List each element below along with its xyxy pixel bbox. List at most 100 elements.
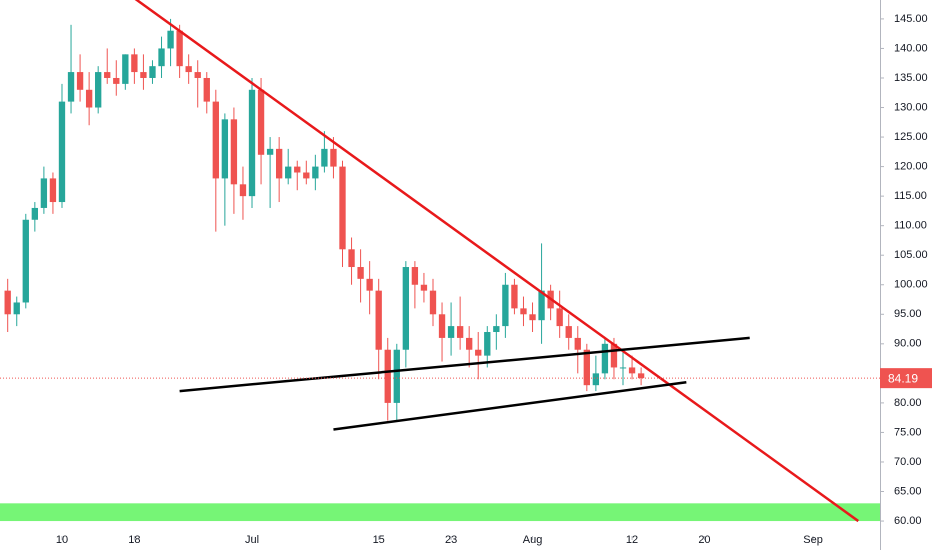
y-tick-label: 80.00 xyxy=(894,397,922,409)
trendline xyxy=(134,0,860,523)
candle-body xyxy=(257,89,265,155)
candle-body xyxy=(556,308,563,327)
candle-body xyxy=(203,77,210,102)
candle-body xyxy=(475,349,482,356)
candle-body xyxy=(601,343,609,374)
candle-body xyxy=(484,332,491,356)
x-tick-label: Aug xyxy=(523,534,543,546)
candle-body xyxy=(230,119,238,185)
candle-body xyxy=(429,290,437,315)
candle-body xyxy=(285,166,292,179)
y-tick-label: 145.00 xyxy=(894,13,928,25)
candle-body xyxy=(583,349,590,386)
candle-body xyxy=(131,54,138,73)
candle-body xyxy=(31,207,39,220)
candle-body xyxy=(502,284,509,327)
y-tick-label: 135.00 xyxy=(894,72,928,84)
candle-body xyxy=(375,290,382,350)
x-tick-label: 20 xyxy=(698,534,710,546)
candle-body xyxy=(321,148,328,167)
candle-body xyxy=(113,77,120,84)
candle-body xyxy=(248,89,256,197)
candle-body xyxy=(393,349,400,403)
candle-body xyxy=(67,72,75,102)
candle-body xyxy=(592,373,600,386)
candle-body xyxy=(303,172,310,179)
candle-body xyxy=(357,267,364,279)
y-tick-label: 70.00 xyxy=(894,456,922,468)
last-price-label: 84.19 xyxy=(888,371,918,385)
candle-body xyxy=(456,326,464,338)
candle-body xyxy=(330,148,337,167)
candle-body xyxy=(366,278,373,291)
candle-body xyxy=(438,314,446,338)
y-tick-label: 95.00 xyxy=(894,308,922,320)
candle-body xyxy=(384,349,391,403)
candle-body xyxy=(619,367,627,369)
candle-body xyxy=(312,166,319,179)
candle-body xyxy=(520,308,527,315)
candle-body xyxy=(176,30,183,67)
candle-body xyxy=(466,337,473,350)
candle-body xyxy=(158,48,165,67)
x-tick-label: 18 xyxy=(128,534,140,546)
candle-body xyxy=(574,337,581,350)
y-tick-label: 140.00 xyxy=(894,42,928,54)
support-zone xyxy=(0,503,880,522)
candle-body xyxy=(411,267,419,285)
x-tick-label: 10 xyxy=(56,534,68,546)
candle-body xyxy=(565,326,572,338)
candle-body xyxy=(85,89,93,108)
x-tick-label: 15 xyxy=(373,534,385,546)
candle-body xyxy=(167,30,174,49)
candle-body xyxy=(185,66,192,73)
candle-body xyxy=(538,290,545,321)
candle-body xyxy=(13,302,20,315)
x-tick-label: Sep xyxy=(803,534,823,546)
candle-body xyxy=(22,219,29,303)
candle-body xyxy=(104,72,111,78)
candle-body xyxy=(402,267,410,350)
candle-body xyxy=(339,166,346,250)
candle-body xyxy=(266,148,274,155)
candle-body xyxy=(447,326,455,338)
y-tick-label: 75.00 xyxy=(894,426,922,438)
candle-body xyxy=(212,101,219,179)
candle-body xyxy=(95,72,102,108)
candle-body xyxy=(628,367,636,374)
y-tick-label: 100.00 xyxy=(894,279,928,291)
candle-body xyxy=(221,119,229,179)
candle-body xyxy=(348,249,355,268)
candle-body xyxy=(4,290,11,315)
x-tick-label: 12 xyxy=(626,534,638,546)
y-tick-label: 65.00 xyxy=(894,485,922,497)
candle-body xyxy=(420,284,428,291)
candle-body xyxy=(511,284,518,309)
candle-body xyxy=(194,72,201,78)
candle-body xyxy=(610,343,618,368)
x-tick-label: 23 xyxy=(445,534,457,546)
candle-body xyxy=(49,178,57,203)
y-tick-label: 125.00 xyxy=(894,131,928,143)
x-tick-label: Jul xyxy=(245,534,259,546)
candle-body xyxy=(58,101,66,203)
candle-body xyxy=(149,66,156,78)
candle-body xyxy=(40,178,48,208)
y-tick-label: 120.00 xyxy=(894,161,928,173)
candle-body xyxy=(529,314,536,321)
candle-body xyxy=(122,54,129,84)
y-tick-label: 110.00 xyxy=(894,220,927,232)
last-price-box xyxy=(880,368,932,389)
candle-body xyxy=(493,326,500,333)
trendline xyxy=(179,336,750,393)
y-tick-label: 90.00 xyxy=(894,338,922,350)
candle-body xyxy=(637,373,645,379)
candle-body xyxy=(275,148,283,179)
y-tick-label: 115.00 xyxy=(894,190,927,202)
trendline xyxy=(333,380,687,431)
y-tick-label: 105.00 xyxy=(894,249,928,261)
candle-body xyxy=(294,166,301,173)
y-tick-label: 130.00 xyxy=(894,101,928,113)
